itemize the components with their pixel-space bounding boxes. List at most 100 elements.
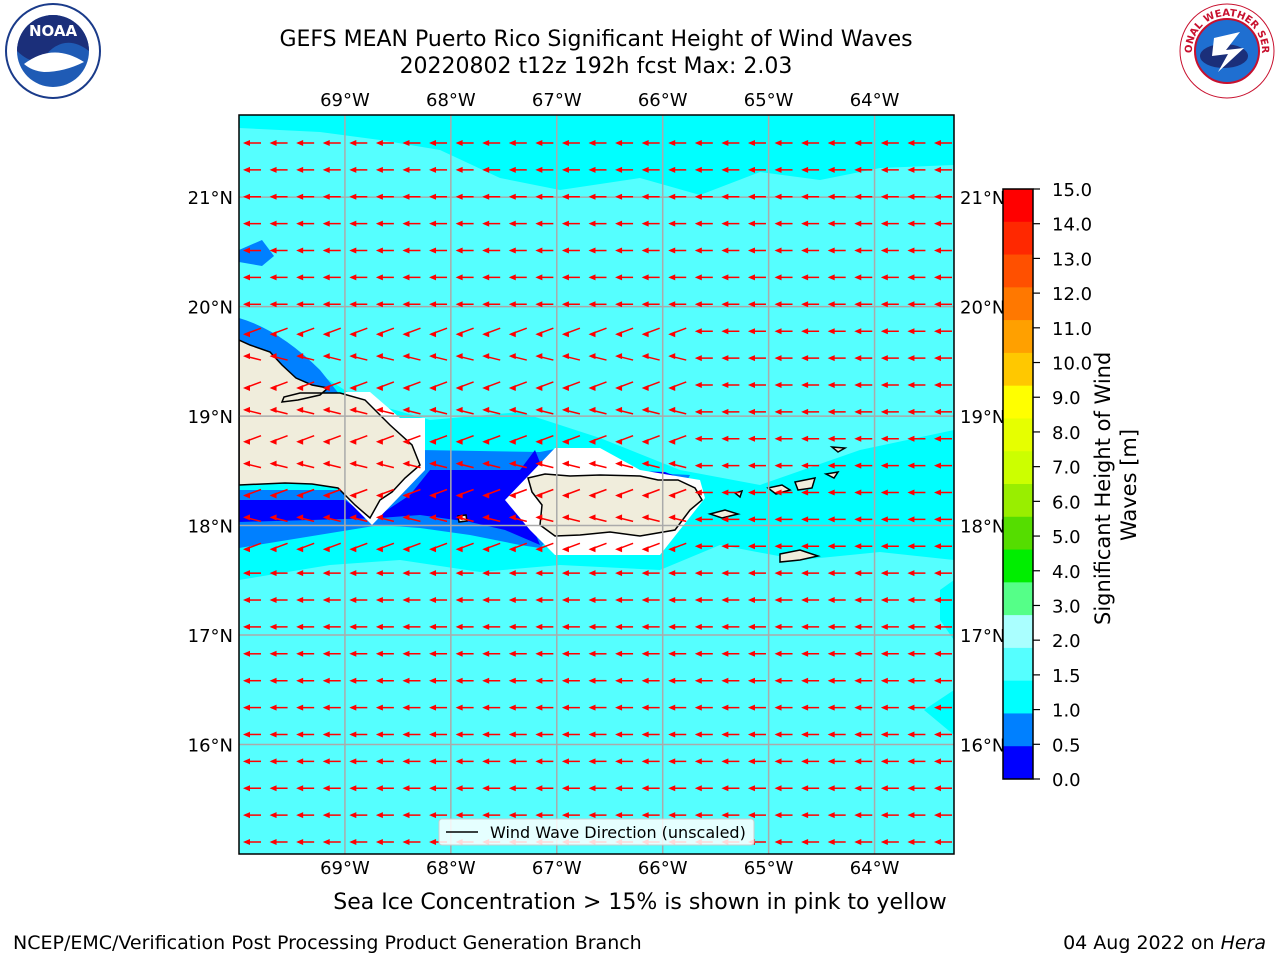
wave-arrowhead <box>375 166 383 173</box>
wave-arrowhead <box>269 140 277 146</box>
wave-arrowhead <box>907 328 915 335</box>
wave-arrowhead <box>243 623 250 630</box>
wave-arrowhead <box>508 140 516 146</box>
wave-arrowhead <box>827 758 835 765</box>
wave-arrowhead <box>588 812 596 819</box>
wave-direction-arrows <box>243 140 952 845</box>
wave-arrowhead <box>322 166 330 173</box>
wave-arrowhead <box>615 597 623 604</box>
wave-arrowhead <box>269 247 277 254</box>
wave-arrowhead <box>641 623 649 630</box>
wave-arrowhead <box>322 274 330 281</box>
wave-arrowhead <box>615 677 623 684</box>
wave-arrowhead <box>854 650 862 657</box>
wave-arrowhead <box>296 812 304 819</box>
wave-arrowhead <box>243 166 250 173</box>
wave-arrowhead <box>615 704 623 711</box>
lat-label-left: 16°N <box>188 736 233 757</box>
wave-arrowhead <box>721 193 729 200</box>
wave-arrowhead <box>508 301 516 308</box>
wave-arrowhead <box>402 193 410 200</box>
wave-arrowhead <box>455 570 463 577</box>
wave-arrowhead <box>827 516 835 523</box>
wave-arrowhead <box>375 353 383 360</box>
wave-arrowhead <box>375 812 383 819</box>
wave-arrowhead <box>668 492 676 499</box>
wave-arrowhead <box>747 435 755 442</box>
wave-arrowhead <box>774 328 782 335</box>
wave-arrowhead <box>349 406 357 413</box>
wave-arrowhead <box>508 546 516 553</box>
wave-arrowhead <box>615 492 623 499</box>
wave-arrowhead <box>243 570 250 577</box>
wave-arrowhead <box>508 331 516 338</box>
wave-arrowhead <box>375 331 383 338</box>
wave-arrowhead <box>588 623 596 630</box>
wave-arrowhead <box>296 406 304 413</box>
wave-arrowhead <box>243 301 250 308</box>
wave-arrowhead <box>880 247 888 254</box>
wave-arrowhead <box>455 193 463 200</box>
colorbar-segment <box>1003 320 1033 354</box>
wave-arrowhead <box>508 193 516 200</box>
wave-arrowhead <box>349 331 357 338</box>
wave-arrowhead <box>907 704 915 711</box>
colorbar-segment <box>1003 221 1033 256</box>
colorbar-segment <box>1003 680 1033 714</box>
wave-arrowhead <box>668 406 676 413</box>
wave-arrowhead <box>721 381 729 388</box>
wave-arrowhead <box>641 193 649 200</box>
wave-arrowhead <box>349 384 357 391</box>
wave-arrowhead <box>482 785 490 792</box>
wave-arrowhead <box>934 731 941 738</box>
wave-arrowhead <box>801 274 809 281</box>
wave-arrowhead <box>694 623 702 630</box>
wave-arrowhead <box>721 812 729 819</box>
wave-arrowhead <box>588 704 596 711</box>
wave-arrowhead <box>801 623 809 630</box>
wave-arrowhead <box>907 839 915 845</box>
wave-arrowhead <box>747 328 755 335</box>
wave-arrowhead <box>561 704 569 711</box>
lat-label-left: 21°N <box>188 188 233 209</box>
wave-arrowhead <box>668 677 676 684</box>
wave-arrowhead <box>296 247 304 254</box>
wave-arrowhead <box>694 731 702 738</box>
wave-arrowhead <box>641 731 649 738</box>
wave-arrowhead <box>694 758 702 765</box>
wave-arrowhead <box>907 140 915 146</box>
wave-arrowhead <box>402 677 410 684</box>
wave-arrowhead <box>588 460 596 467</box>
wave-arrowhead <box>561 758 569 765</box>
wave-arrowhead <box>774 677 782 684</box>
wave-arrowhead <box>455 406 463 413</box>
wave-arrowhead <box>535 406 543 413</box>
wave-arrowhead <box>747 247 755 254</box>
wave-arrowhead <box>827 301 835 308</box>
wave-arrowhead <box>641 166 649 173</box>
wave-arrowhead <box>296 220 304 227</box>
colorbar-segment <box>1003 615 1033 649</box>
wave-arrowhead <box>455 166 463 173</box>
wave-arrowhead <box>668 731 676 738</box>
colorbar <box>1003 189 1033 780</box>
wave-arrowhead <box>455 785 463 792</box>
wave-arrowhead <box>402 438 410 445</box>
wave-arrowhead <box>535 785 543 792</box>
wave-arrowhead <box>402 812 410 819</box>
wave-arrowhead <box>668 193 676 200</box>
wave-arrowhead <box>561 384 569 391</box>
wave-arrowhead <box>508 247 516 254</box>
wave-arrowhead <box>747 597 755 604</box>
wave-arrowhead <box>296 492 304 499</box>
wave-arrowhead <box>588 785 596 792</box>
wave-arrowhead <box>934 247 941 254</box>
wave-arrowhead <box>243 546 250 553</box>
wave-arrowhead <box>535 731 543 738</box>
wave-arrowhead <box>721 274 729 281</box>
footer-credit: NCEP/EMC/Verification Post Processing Pr… <box>13 932 642 954</box>
wave-arrowhead <box>615 731 623 738</box>
wave-arrowhead <box>588 247 596 254</box>
wave-arrowhead <box>854 623 862 630</box>
wave-arrowhead <box>854 247 862 254</box>
